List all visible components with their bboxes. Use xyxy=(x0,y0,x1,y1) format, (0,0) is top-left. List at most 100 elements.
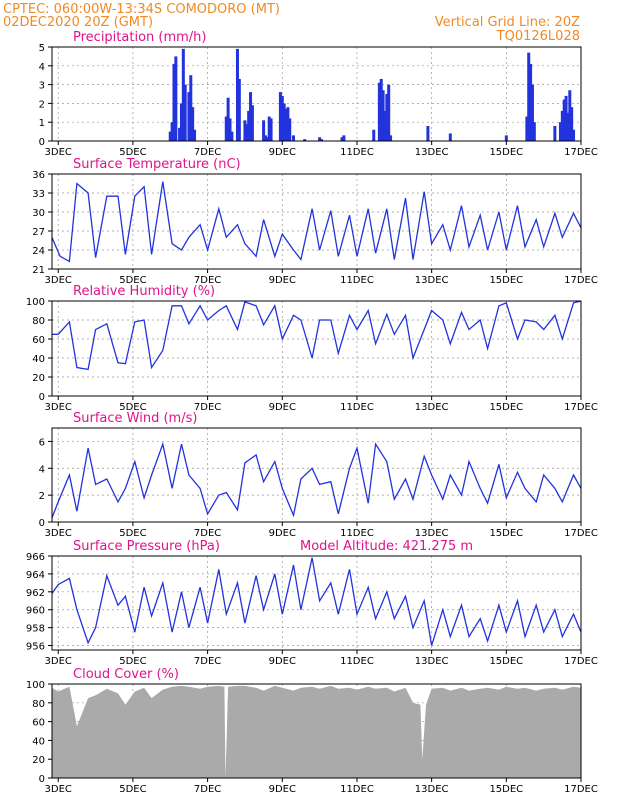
precipitation-bar xyxy=(179,103,183,141)
humidity-frame xyxy=(51,300,582,397)
wind-xtick-label: 9DEC xyxy=(269,528,296,539)
precipitation-xtick-label: 15DEC xyxy=(489,147,523,158)
temperature-xtick-label: 11DEC xyxy=(340,275,374,286)
pressure-xtick-label: 17DEC xyxy=(564,656,598,667)
header-date: 02DEC2020 20Z (GMT) xyxy=(3,15,153,30)
pressure-xtick-label: 9DEC xyxy=(269,656,296,667)
humidity-ytick-label: 100 xyxy=(26,297,45,308)
precipitation-bar xyxy=(562,99,566,141)
wind-xtick-label: 3DEC xyxy=(45,528,72,539)
humidity-ytick-label: 60 xyxy=(32,335,45,346)
wind-xtick-label: 17DEC xyxy=(564,528,598,539)
wind-xtick-label: 13DEC xyxy=(415,528,449,539)
humidity-ytick-label: 0 xyxy=(39,392,45,403)
temperature-xtick-label: 15DEC xyxy=(489,275,523,286)
temperature-xtick-label: 7DEC xyxy=(194,275,221,286)
cloud-ytick-label: 60 xyxy=(32,718,45,729)
precipitation-bar xyxy=(525,116,529,141)
precipitation-bar xyxy=(377,82,381,141)
precipitation-bar xyxy=(267,116,271,141)
precipitation-bar xyxy=(189,75,193,141)
precipitation-ytick-label: 1 xyxy=(39,118,45,129)
precipitation-ytick-label: 3 xyxy=(39,81,45,92)
precipitation-bar xyxy=(187,92,191,141)
pressure-xtick-label: 5DEC xyxy=(119,656,146,667)
cloud-xtick-label: 13DEC xyxy=(415,784,449,795)
precipitation-bar xyxy=(288,118,292,141)
cloud-xtick-label: 17DEC xyxy=(564,784,598,795)
cloud-ytick-label: 40 xyxy=(32,736,45,747)
humidity-xtick-label: 7DEC xyxy=(194,402,221,413)
humidity-ytick-label: 20 xyxy=(32,373,45,384)
humidity-xtick-label: 13DEC xyxy=(415,402,449,413)
precipitation-bar xyxy=(529,63,533,141)
pressure-ytick-label: 962 xyxy=(26,588,45,599)
precipitation-bar xyxy=(340,137,344,141)
precipitation-bar xyxy=(168,131,172,141)
precipitation-bar xyxy=(172,63,176,141)
precipitation-bar xyxy=(532,122,536,141)
pressure-frame xyxy=(51,555,582,651)
precipitation-bar xyxy=(387,84,391,141)
wind-ytick-label: 6 xyxy=(39,437,45,448)
precipitation-bar xyxy=(504,135,508,141)
precipitation-bar xyxy=(170,122,174,141)
pressure-xtick-label: 11DEC xyxy=(340,656,374,667)
cloud-xtick-label: 15DEC xyxy=(489,784,523,795)
cloud-title: Cloud Cover (%) xyxy=(73,667,179,682)
header-grid-note: Vertical Grid Line: 20Z xyxy=(435,15,580,30)
temperature-line xyxy=(51,181,582,263)
precipitation-bar xyxy=(426,125,430,141)
cloud-ytick-label: 20 xyxy=(32,755,45,766)
pressure-ytick-label: 956 xyxy=(26,642,45,653)
precipitation-bar xyxy=(342,135,346,141)
precipitation-bar xyxy=(553,125,557,141)
precipitation-bar xyxy=(226,97,230,141)
precipitation-bar xyxy=(183,84,187,141)
pressure-ytick-label: 966 xyxy=(26,552,45,563)
precipitation-bar xyxy=(263,135,267,141)
pressure-ytick-label: 958 xyxy=(26,624,45,635)
cloud-xtick-label: 7DEC xyxy=(194,784,221,795)
humidity-xtick-label: 5DEC xyxy=(119,402,146,413)
precipitation-bar xyxy=(174,56,178,141)
temperature-xtick-label: 17DEC xyxy=(564,275,598,286)
humidity-line xyxy=(51,300,582,371)
temperature-ytick-label: 36 xyxy=(32,170,45,181)
precipitation-bar xyxy=(262,120,266,141)
cloud-panel: Cloud Cover (%) 0 20 40 60 80 100 3DEC 5DEC 7DEC 9… xyxy=(26,667,598,795)
precipitation-bar xyxy=(381,90,385,141)
precipitation-bar xyxy=(558,122,562,141)
wind-xtick-label: 7DEC xyxy=(194,528,221,539)
precipitation-bar xyxy=(280,95,284,141)
pressure-xtick-label: 13DEC xyxy=(415,656,449,667)
humidity-xtick-label: 11DEC xyxy=(340,402,374,413)
temperature-panel: Surface Temperature (nC) 21 24 27 30 33 36 3DEC… xyxy=(32,157,598,286)
precipitation-bar xyxy=(193,129,197,141)
precipitation-xtick-label: 17DEC xyxy=(564,147,598,158)
precipitation-bar xyxy=(530,84,534,141)
pressure-annotation: Model Altitude: 421.275 m xyxy=(300,539,473,554)
precipitation-bar xyxy=(284,109,288,141)
precipitation-bar xyxy=(250,105,254,141)
temperature-ytick-label: 24 xyxy=(32,246,45,257)
precipitation-bar xyxy=(568,90,572,141)
precipitation-bar xyxy=(278,92,282,141)
precipitation-bar xyxy=(572,129,576,141)
precipitation-bar xyxy=(372,129,376,141)
humidity-ytick-label: 40 xyxy=(32,354,45,365)
precipitation-xtick-label: 9DEC xyxy=(269,147,296,158)
precipitation-xtick-label: 11DEC xyxy=(340,147,374,158)
wind-xtick-label: 15DEC xyxy=(489,528,523,539)
precipitation-frame xyxy=(51,46,582,142)
precipitation-bar xyxy=(230,131,234,141)
wind-line xyxy=(51,441,582,519)
wind-panel: Surface Wind (m/s) 0 2 4 6 3DEC 5DEC 7DEC 9DEC 11… xyxy=(39,411,598,539)
temperature-xtick-label: 5DEC xyxy=(119,275,146,286)
precipitation-xtick-label: 3DEC xyxy=(45,147,72,158)
precipitation-bar xyxy=(566,112,570,141)
precipitation-xtick-label: 5DEC xyxy=(119,147,146,158)
pressure-panel: Surface Pressure (hPa) Model Altitude: 42… xyxy=(26,539,598,667)
precipitation-ytick-label: 4 xyxy=(39,62,45,73)
